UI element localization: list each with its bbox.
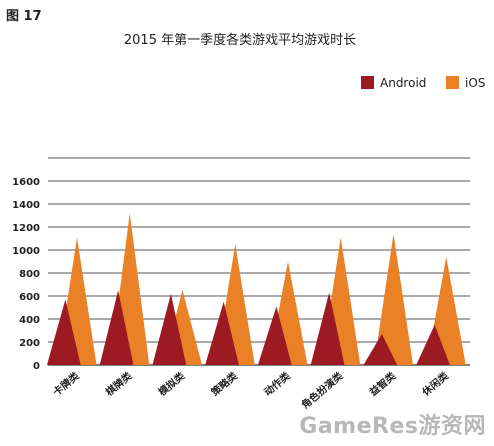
x-category-label: 动作类 <box>261 369 292 398</box>
y-tick-label: 1400 <box>12 200 40 211</box>
x-category-label: 策略类 <box>208 369 239 398</box>
y-tick-label: 1600 <box>12 177 40 188</box>
y-tick-label: 1000 <box>12 246 40 257</box>
y-tick-label: 0 <box>33 361 40 372</box>
legend-swatch-ios <box>446 76 459 89</box>
y-tick-label: 800 <box>19 269 40 280</box>
android-peak <box>205 301 239 365</box>
android-peak <box>416 324 450 365</box>
legend-label-ios: iOS <box>465 76 485 90</box>
android-peak <box>363 333 398 365</box>
x-category-label: 休闲类 <box>419 369 451 399</box>
x-category-label: 卡牌类 <box>50 369 81 398</box>
x-category-label: 棋牌类 <box>102 369 134 399</box>
chart-title: 2015 年第一季度各类游戏平均游戏时长 <box>124 32 356 48</box>
watermark: GameRes游资网 <box>299 414 486 439</box>
x-category-label: 益智类 <box>367 369 398 398</box>
y-tick-label: 400 <box>19 315 40 326</box>
y-tick-label: 1200 <box>12 223 40 234</box>
ios-peak <box>373 233 414 365</box>
android-peak <box>99 290 134 365</box>
android-peak <box>152 293 187 365</box>
android-series <box>46 290 450 365</box>
legend-swatch-android <box>361 76 374 89</box>
android-peak <box>257 306 292 365</box>
x-category-label: 角色扮演类 <box>299 369 346 411</box>
y-tick-label: 600 <box>19 292 40 303</box>
x-category-label: 模拟类 <box>156 369 187 398</box>
android-peak <box>310 292 345 365</box>
figure-label: 图 17 <box>6 9 42 24</box>
legend-label-android: Android <box>380 76 426 90</box>
y-tick-label: 200 <box>19 338 40 349</box>
android-peak <box>46 299 81 365</box>
legend: Android iOS <box>361 76 485 90</box>
